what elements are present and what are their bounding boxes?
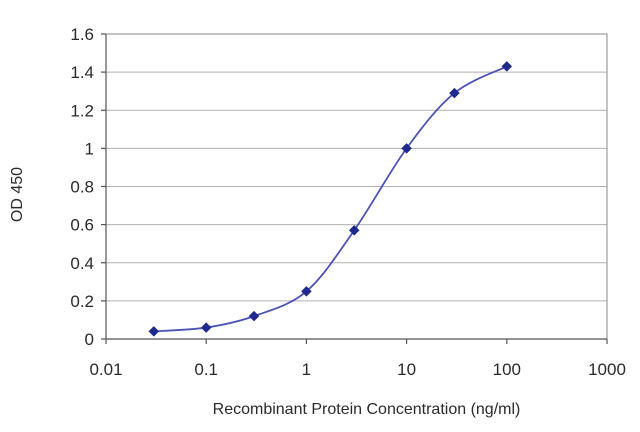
y-tick-label: 0.2	[70, 292, 94, 311]
data-point-marker	[248, 310, 260, 322]
data-point-marker	[501, 61, 513, 72]
x-tick-label: 0.01	[89, 360, 122, 379]
x-tick-label: 10	[397, 360, 416, 379]
y-tick-label: 0.4	[70, 254, 94, 273]
y-tick-label: 1.4	[70, 63, 94, 82]
x-axis-title: Recombinant Protein Concentration (ng/ml…	[213, 401, 521, 418]
data-point-marker	[148, 326, 160, 337]
data-point-marker	[401, 143, 412, 154]
x-tick-label: 1000	[588, 360, 626, 379]
axes	[101, 33, 608, 344]
y-tick-label: 0	[85, 330, 94, 349]
data-point-marker	[449, 87, 460, 99]
series	[148, 61, 513, 337]
y-tick-label: 0.8	[70, 178, 94, 197]
y-tick-label: 1	[85, 139, 94, 158]
y-tick-label: 0.6	[70, 216, 94, 235]
y-tick-label: 1.2	[70, 101, 94, 120]
data-point-marker	[301, 285, 312, 297]
x-tick-label: 0.1	[194, 360, 218, 379]
y-tick-label: 1.6	[70, 25, 94, 44]
data-point-marker	[200, 322, 212, 333]
gridlines	[106, 33, 607, 302]
tick-labels: 0 0.2 0.4 0.6 0.8 1 1.2 1.4 1.6 0.01 0.1 1 10 100 1000	[70, 25, 626, 379]
x-tick-label: 100	[493, 360, 521, 379]
x-tick-label: 1	[302, 360, 311, 379]
y-axis-title: OD 450	[9, 167, 26, 222]
series-line	[153, 65, 508, 333]
data-point-marker	[348, 224, 360, 236]
